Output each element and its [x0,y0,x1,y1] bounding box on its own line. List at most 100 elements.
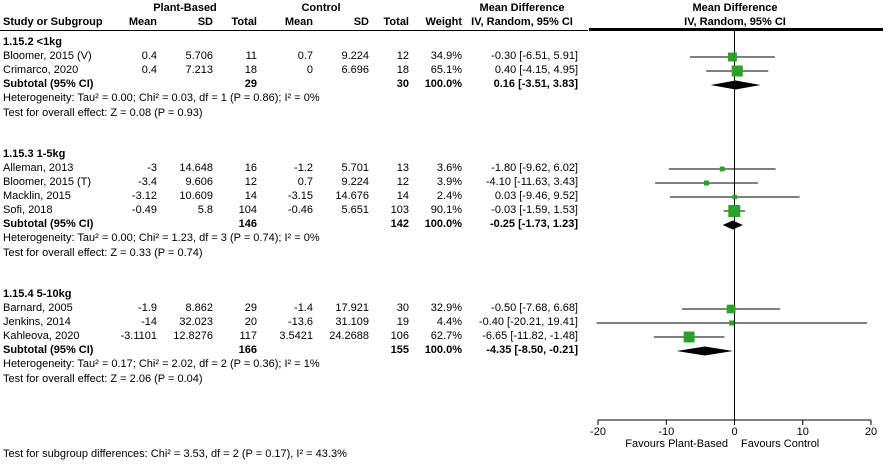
subtotal-label: Subtotal (95% CI) [3,218,94,230]
plant-sd: 32.023 [179,316,213,328]
plant-mean: -3 [147,162,157,174]
control-mean: -1.2 [294,162,313,174]
study-name: Bloomer, 2015 (V) [3,50,92,62]
study-row: Bloomer, 2015 (V) 0.4 5.706 11 0.7 9.224 12 34.… [0,50,889,64]
subtotal-weight: 100.0% [424,218,462,230]
control-total: 18 [396,64,409,76]
plant-sd-header: SD [197,16,213,28]
heterogeneity-row: Heterogeneity: Tau² = 0.00; Chi² = 1.23,… [0,232,889,247]
plant-total-header: Total [231,16,257,28]
control-mean: -13.6 [287,316,313,328]
control-sd-header: SD [353,16,369,28]
study-row: Bloomer, 2015 (T) -3.4 9.606 12 0.7 9.224 12 3.… [0,176,889,190]
md-ci-text: 0.03 [-9.46, 9.52] [494,190,578,202]
control-sd: 31.109 [335,316,369,328]
plant-total: 29 [244,302,257,314]
control-mean: 0 [306,64,313,76]
control-mean-header: Mean [284,16,313,28]
plant-sd: 12.8276 [173,330,213,342]
heterogeneity-row: Heterogeneity: Tau² = 0.17; Chi² = 2.02,… [0,358,889,373]
control-sd: 5.651 [341,204,369,216]
control-sd: 14.676 [335,190,369,202]
subgroup-title: 1.15.3 1-5kg [3,148,66,160]
weight-value: 3.6% [436,162,462,174]
subtotal-row: Subtotal (95% CI) 29 30 100.0% 0.16 [-3.51, … [0,78,889,92]
study-name: Barnard, 2005 [3,302,73,314]
plant-subtotal-n: 166 [238,344,257,356]
plant-sd: 14.648 [179,162,213,174]
md-plot-sub-header: IV, Random, 95% CI [684,16,786,28]
plant-mean: -0.49 [131,204,157,216]
md-ci-text: -0.50 [-7.68, 6.68] [491,302,578,314]
axis-tick-label: 0 [731,426,738,438]
plant-sd: 9.606 [185,176,213,188]
overall-effect-row: Test for overall effect: Z = 0.08 (P = 0… [0,107,889,122]
plant-sd: 5.706 [185,50,213,62]
subtotal-row: Subtotal (95% CI) 166 155 100.0% -4.35 [-8.5… [0,344,889,358]
study-name: Bloomer, 2015 (T) [3,176,92,188]
plant-total: 12 [244,176,257,188]
study-name: Jenkins, 2014 [3,316,71,328]
header-rule-right [589,28,883,31]
study-name: Alleman, 2013 [3,162,74,174]
md-plot-header: Mean Difference [692,2,778,14]
study-column-header: Study or Subgroup [3,16,103,28]
control-total-header: Total [383,16,409,28]
plant-mean-header: Mean [128,16,157,28]
axis-tick-label: -10 [658,426,675,438]
study-name: Crimarco, 2020 [3,64,79,76]
weight-value: 32.9% [430,302,462,314]
plant-total: 104 [238,204,257,216]
md-ci-text: -0.03 [-1.59, 1.53] [491,204,578,216]
control-mean: -0.46 [287,204,313,216]
heterogeneity-text: Heterogeneity: Tau² = 0.00; Chi² = 0.03,… [3,92,320,104]
md-ci-text: -0.30 [-6.51, 5.91] [491,50,578,62]
study-row: Kahleova, 2020 -3.1101 12.8276 117 3.5421 24.… [0,330,889,344]
subtotal-weight: 100.0% [424,344,462,356]
heterogeneity-text: Heterogeneity: Tau² = 0.17; Chi² = 2.02,… [3,358,320,370]
subgroup-header-row: 1.15.3 1-5kg [0,148,889,162]
control-subtotal-n: 30 [396,78,409,90]
control-mean: 0.7 [297,50,313,62]
axis-tick-label: -20 [590,426,606,438]
overall-effect-row: Test for overall effect: Z = 2.06 (P = 0… [0,373,889,388]
control-subtotal-n: 155 [390,344,409,356]
subgroup-header-row: 1.15.2 <1kg [0,36,889,50]
control-mean: 0.7 [297,176,313,188]
md-column-header: Mean Difference [479,2,565,14]
control-total: 30 [396,302,409,314]
plant-mean: -1.9 [138,302,157,314]
weight-header: Weight [425,16,462,28]
plant-subtotal-n: 146 [238,218,257,230]
control-sd: 24.2688 [329,330,369,342]
overall-effect-text: Test for overall effect: Z = 0.08 (P = 0… [3,107,203,119]
axis-tick-label: 10 [796,426,809,438]
plant-group-header: Plant-Based [153,2,217,14]
control-total: 19 [396,316,409,328]
weight-value: 4.4% [436,316,462,328]
md-ci-text: -0.40 [-20.21, 19.41] [478,316,578,328]
plant-sd: 8.862 [185,302,213,314]
subgroup-differences-text: Test for subgroup differences: Chi² = 3.… [3,448,347,460]
favours-left-label: Favours Plant-Based [625,438,728,450]
subtotal-ci-text: -0.25 [-1.73, 1.23] [489,218,578,230]
plant-mean: 0.4 [141,50,157,62]
control-mean: -1.4 [294,302,313,314]
plant-total: 18 [244,64,257,76]
md-ci-text: -1.80 [-9.62, 6.02] [491,162,578,174]
subtotal-ci-text: 0.16 [-3.51, 3.83] [493,78,578,90]
study-row: Crimarco, 2020 0.4 7.213 18 0 6.696 18 65.1% 0.4… [0,64,889,78]
plant-sd: 5.8 [197,204,213,216]
study-name: Sofi, 2018 [3,204,53,216]
plant-total: 117 [239,330,257,342]
plant-total: 14 [244,190,257,202]
weight-value: 3.9% [436,176,462,188]
control-total: 14 [396,190,409,202]
plant-sd: 10.609 [179,190,213,202]
study-row: Macklin, 2015 -3.12 10.609 14 -3.15 14.676 14 2… [0,190,889,204]
study-row: Alleman, 2013 -3 14.648 16 -1.2 5.701 13 3.6% -1… [0,162,889,176]
weight-value: 90.1% [430,204,462,216]
overall-effect-text: Test for overall effect: Z = 0.33 (P = 0… [3,247,203,259]
control-sd: 5.701 [341,162,369,174]
